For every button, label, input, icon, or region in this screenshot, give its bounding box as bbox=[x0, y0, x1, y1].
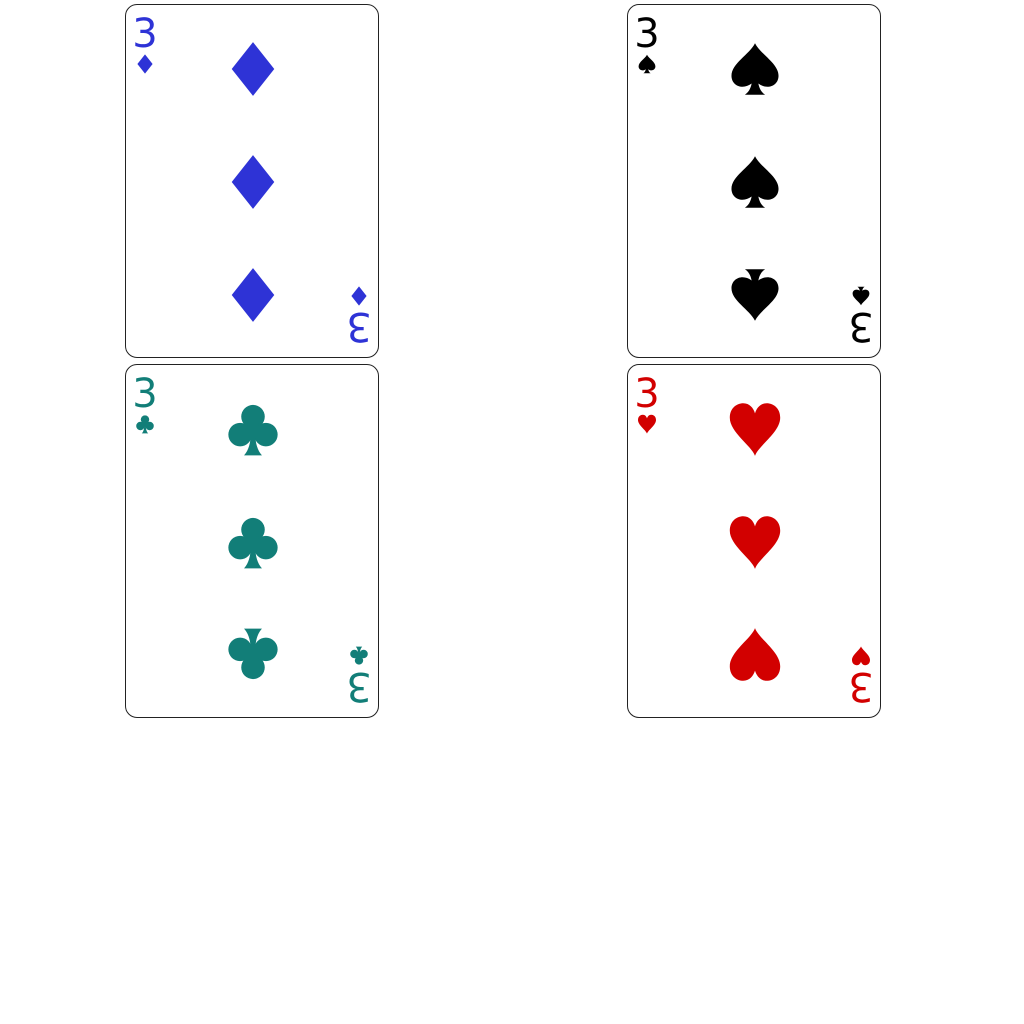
card-corner-top-left: 3 bbox=[130, 371, 160, 435]
heart-icon bbox=[727, 627, 783, 683]
diamond-icon bbox=[225, 41, 281, 97]
diamond-icon bbox=[225, 267, 281, 323]
club-icon bbox=[225, 514, 281, 570]
diamond-icon bbox=[225, 154, 281, 210]
card-three-of-clubs[interactable]: 3 3 bbox=[125, 364, 379, 718]
spade-icon bbox=[727, 154, 783, 210]
card-corner-top-left: 3 bbox=[632, 11, 662, 75]
card-corner-bottom-right: 3 bbox=[846, 645, 876, 709]
card-rank: 3 bbox=[634, 371, 660, 417]
card-corner-top-left: 3 bbox=[632, 371, 662, 435]
card-corner-bottom-right: 3 bbox=[344, 645, 374, 709]
card-rank: 3 bbox=[848, 663, 874, 709]
heart-icon bbox=[727, 401, 783, 457]
spade-icon bbox=[727, 41, 783, 97]
card-corner-top-left: 3 bbox=[130, 11, 160, 75]
card-rank: 3 bbox=[346, 663, 372, 709]
card-three-of-spades[interactable]: 3 3 bbox=[627, 4, 881, 358]
club-icon bbox=[225, 627, 281, 683]
club-icon bbox=[225, 401, 281, 457]
card-three-of-diamonds[interactable]: 3 3 bbox=[125, 4, 379, 358]
card-rank: 3 bbox=[848, 303, 874, 349]
card-rank: 3 bbox=[132, 11, 158, 57]
card-rank: 3 bbox=[132, 371, 158, 417]
card-rank: 3 bbox=[346, 303, 372, 349]
card-three-of-hearts[interactable]: 3 3 bbox=[627, 364, 881, 718]
card-rank: 3 bbox=[634, 11, 660, 57]
spade-icon bbox=[727, 267, 783, 323]
card-corner-bottom-right: 3 bbox=[344, 285, 374, 349]
heart-icon bbox=[727, 514, 783, 570]
card-corner-bottom-right: 3 bbox=[846, 285, 876, 349]
